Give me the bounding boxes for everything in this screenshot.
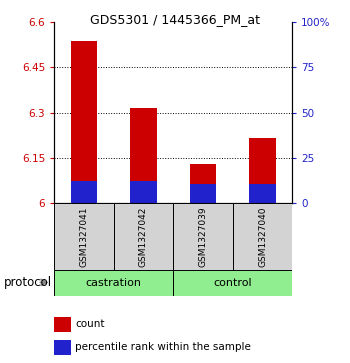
Bar — [54, 270, 173, 296]
Bar — [71, 41, 97, 203]
Bar — [190, 164, 216, 203]
Text: protocol: protocol — [4, 276, 52, 289]
Bar — [54, 203, 114, 270]
Text: GDS5301 / 1445366_PM_at: GDS5301 / 1445366_PM_at — [90, 13, 260, 26]
Text: castration: castration — [86, 278, 142, 288]
Bar — [173, 203, 233, 270]
Bar — [55, 339, 71, 355]
Text: GSM1327039: GSM1327039 — [198, 207, 208, 267]
Bar — [249, 138, 276, 203]
Bar — [71, 180, 97, 203]
Text: GSM1327041: GSM1327041 — [79, 207, 89, 267]
Bar — [55, 317, 71, 332]
Bar — [249, 184, 276, 203]
Bar — [190, 184, 216, 203]
Bar — [173, 270, 292, 296]
Bar — [233, 203, 292, 270]
Text: percentile rank within the sample: percentile rank within the sample — [75, 342, 251, 352]
Text: GSM1327040: GSM1327040 — [258, 207, 267, 267]
Bar — [130, 108, 157, 203]
Text: control: control — [214, 278, 252, 288]
Text: GSM1327042: GSM1327042 — [139, 207, 148, 267]
Text: count: count — [75, 319, 105, 330]
Bar — [130, 180, 157, 203]
Bar — [114, 203, 173, 270]
